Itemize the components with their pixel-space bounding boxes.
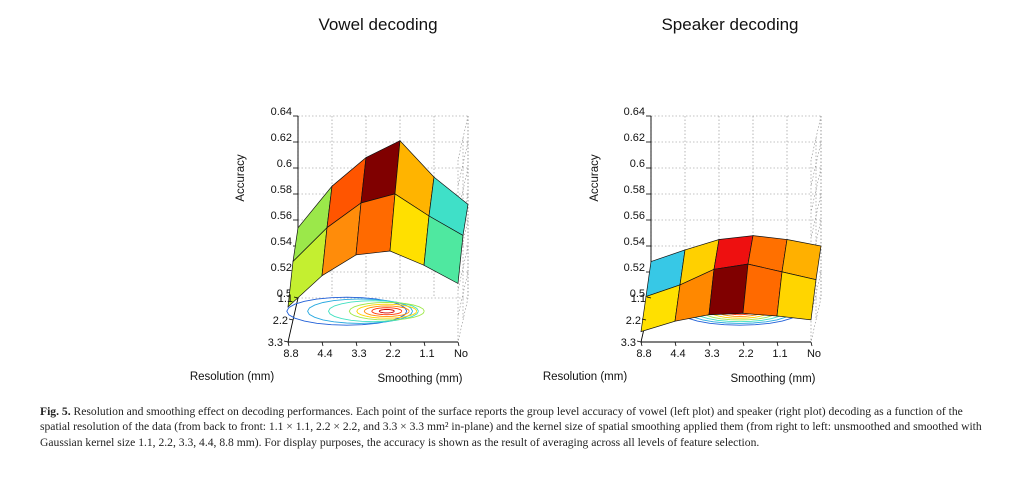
x-tick-mark (640, 341, 643, 347)
z-tick-label: 0.54 (271, 236, 292, 248)
z-tick-label: 0.64 (271, 106, 292, 118)
x-tick-label: 3.3 (704, 348, 719, 360)
z-tick-label: 0.5 (277, 288, 292, 300)
y-tick-label: 1.1 (278, 293, 293, 305)
floor-contours (286, 296, 425, 326)
y-tick-label: 3.3 (268, 337, 283, 349)
contour-line (356, 303, 418, 319)
z-gridline-side (810, 193, 822, 239)
z-axis-label: Accuracy (589, 154, 601, 202)
x-tick-mark (287, 341, 290, 347)
contour-line (348, 301, 425, 321)
z-tick-label: 0.64 (624, 106, 645, 118)
x-tick-label: 8.8 (283, 348, 298, 360)
z-tick-label: 0.62 (624, 132, 645, 144)
contour-line (327, 300, 419, 323)
z-tick-label: 0.58 (624, 184, 645, 196)
y-tick-label: 2.2 (626, 315, 641, 327)
surface-cell (776, 271, 817, 321)
z-gridline-side (810, 141, 822, 187)
x-tick-mark (389, 341, 392, 347)
caption-text: Resolution and smoothing effect on decod… (40, 405, 982, 449)
z-tick-label: 0.5 (630, 288, 645, 300)
z-tick-label: 0.52 (271, 262, 292, 274)
x-tick-label: No (454, 348, 468, 360)
surface (640, 235, 822, 333)
x-tick-label: 1.1 (419, 348, 434, 360)
z-tick-label: 0.52 (624, 262, 645, 274)
y-tick-mark (283, 340, 289, 343)
x-tick-label: No (807, 348, 821, 360)
x-axis-label: Smoothing (mm) (378, 373, 463, 385)
surface (287, 139, 469, 308)
surface-cell (360, 140, 401, 204)
y-tick-mark (293, 296, 299, 299)
figure-caption: Fig. 5. Resolution and smoothing effect … (40, 404, 990, 450)
x-tick-mark (674, 341, 677, 347)
y-tick-label: 2.2 (273, 315, 288, 327)
z-gridline-side (810, 297, 822, 343)
x-tick-mark (321, 341, 324, 347)
y-tick-mark (646, 296, 652, 299)
contour-line (286, 296, 408, 326)
plot-title: Speaker decoding (661, 15, 798, 34)
z-gridline-side (457, 219, 469, 265)
y-axis-label: Resolution (mm) (543, 371, 628, 383)
y-tick-label: 3.3 (621, 337, 636, 349)
x-tick-mark (355, 341, 358, 347)
caption-label: Fig. 5. (40, 405, 71, 418)
z-axis-label: Accuracy (235, 154, 247, 202)
y-tick-mark (288, 318, 294, 321)
z-gridline-side (457, 271, 469, 317)
x-axis-label: Smoothing (mm) (731, 373, 816, 385)
surface-cell (742, 263, 783, 317)
x-tick-label: 4.4 (670, 348, 685, 360)
z-gridline-side (457, 115, 469, 161)
x-tick-label: 3.3 (351, 348, 366, 360)
x-tick-mark (776, 341, 779, 347)
x-tick-label: 8.8 (636, 348, 651, 360)
y-tick-label: 1.1 (631, 293, 646, 305)
z-tick-label: 0.56 (271, 210, 292, 222)
z-gridline-side (457, 245, 469, 291)
figure-canvas: 0.640.620.60.580.560.540.520.51.12.23.38… (190, 15, 822, 385)
x-tick-label: 2.2 (738, 348, 753, 360)
contour-line (363, 305, 410, 317)
contour-line (371, 307, 403, 316)
x-tick-label: 1.1 (772, 348, 787, 360)
x-tick-label: 2.2 (385, 348, 400, 360)
z-gridline-side (457, 141, 469, 187)
x-tick-mark (742, 341, 745, 347)
surface-cell (708, 263, 749, 316)
z-tick-label: 0.58 (271, 184, 292, 196)
y-tick-mark (641, 318, 647, 321)
plot-title: Vowel decoding (318, 15, 437, 34)
z-tick-label: 0.54 (624, 236, 645, 248)
z-gridline-side (810, 167, 822, 213)
z-tick-label: 0.6 (630, 158, 645, 170)
vowel-decoding-plot: 0.640.620.60.580.560.540.520.51.12.23.38… (190, 15, 469, 385)
z-tick-label: 0.62 (271, 132, 292, 144)
contour-line (307, 298, 413, 324)
y-axis-label: Resolution (mm) (190, 371, 275, 383)
z-tick-label: 0.56 (624, 210, 645, 222)
z-gridline-side (457, 297, 469, 343)
contour-line (378, 308, 395, 314)
x-tick-mark (708, 341, 711, 347)
surface-cell (423, 215, 464, 285)
z-tick-label: 0.6 (277, 158, 292, 170)
z-gridline-side (457, 167, 469, 213)
y-tick-mark (636, 340, 642, 343)
x-tick-mark (810, 341, 813, 347)
z-gridline-side (457, 193, 469, 239)
z-gridline-side (810, 271, 822, 317)
z-gridline-side (810, 219, 822, 265)
surface-cell (355, 193, 396, 256)
x-tick-mark (457, 341, 460, 347)
z-gridline-side (810, 115, 822, 161)
speaker-decoding-plot: 0.640.620.60.580.560.540.520.51.12.23.38… (543, 15, 822, 385)
x-tick-mark (423, 341, 426, 347)
x-tick-label: 4.4 (317, 348, 332, 360)
